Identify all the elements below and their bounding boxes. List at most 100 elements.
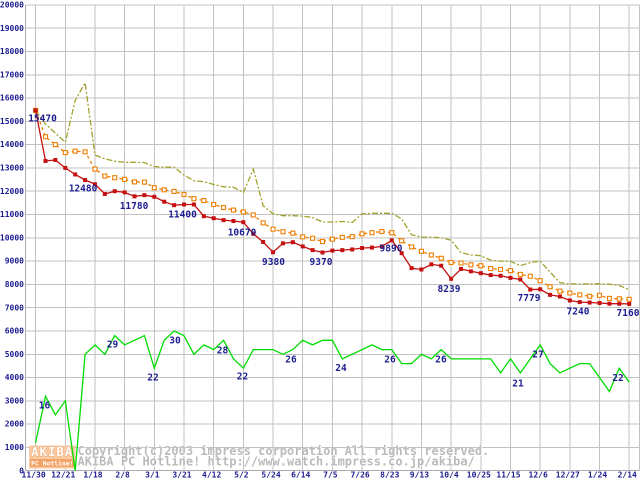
- lowest_price-marker: [369, 245, 374, 250]
- x-tick-label: 1/18: [83, 471, 102, 480]
- y-tick-label: 11000: [0, 210, 24, 219]
- lowest_price-marker: [63, 165, 68, 170]
- y-tick-label: 3000: [5, 396, 24, 405]
- average_price-marker: [399, 238, 405, 244]
- average_price-marker: [517, 271, 523, 277]
- lowest_price-marker: [152, 194, 157, 199]
- average_price-marker: [72, 148, 78, 154]
- average_price-marker: [310, 235, 316, 241]
- lowest_price-marker: [498, 273, 503, 278]
- average_price-marker: [270, 226, 276, 232]
- average_price-marker: [290, 230, 296, 236]
- count-label-22: 22: [237, 371, 248, 382]
- lowest_price-marker: [429, 262, 434, 267]
- x-tick-label: 5/2: [234, 471, 249, 480]
- average_price-marker: [606, 295, 612, 301]
- grid-lines: [24, 4, 640, 472]
- lowest_price-marker: [350, 247, 355, 252]
- lowest_price-marker: [92, 182, 97, 187]
- average_price-marker: [626, 296, 632, 302]
- lowest_price-marker: [419, 267, 424, 272]
- lowest_price-marker: [459, 267, 464, 272]
- count-label-16: 16: [39, 400, 51, 411]
- average_price-marker: [300, 234, 306, 240]
- y-axis-tick-labels: 0 1000 2000 3000 4000 5000 6000 7000 8000 9000 100…: [0, 1, 24, 476]
- x-tick-label: 12/6: [529, 471, 548, 480]
- lowest_price-marker: [557, 294, 562, 299]
- count-label-28: 28: [217, 345, 229, 356]
- lowest_price-marker: [43, 158, 48, 163]
- count-label-24: 24: [335, 363, 347, 374]
- average_price-marker: [448, 259, 454, 266]
- average_price-marker: [151, 185, 157, 191]
- lowest_price-marker: [320, 250, 325, 255]
- average_price-marker: [280, 229, 286, 235]
- lowest_price-marker: [300, 244, 305, 249]
- average_price-marker: [329, 236, 335, 242]
- x-tick-label: 10/4: [439, 471, 458, 480]
- lowest_price-marker: [290, 240, 295, 245]
- lowest_price-marker: [597, 301, 602, 306]
- akiba-logo-title: AKIBA: [31, 445, 73, 459]
- y-tick-label: 9000: [5, 257, 24, 266]
- y-tick-label: 12000: [0, 187, 24, 196]
- price-label-11780: 11780: [120, 201, 149, 212]
- lowest_price-marker: [191, 202, 196, 207]
- x-tick-label: 8/23: [380, 471, 399, 480]
- average_price-marker: [221, 204, 227, 211]
- lowest_price-marker: [211, 216, 216, 221]
- x-tick-label: 10/25: [467, 471, 491, 480]
- average_price-marker: [62, 150, 68, 156]
- y-tick-label: 19000: [0, 24, 24, 33]
- average_price-marker: [616, 296, 622, 302]
- x-tick-label: 11/30: [22, 471, 46, 480]
- lowest_price-marker: [607, 301, 612, 306]
- y-tick-label: 4000: [5, 373, 24, 382]
- average_price-marker: [171, 188, 177, 195]
- x-tick-label: 3/21: [172, 471, 191, 480]
- average_price-marker: [428, 252, 434, 258]
- count-label-26: 26: [384, 354, 396, 365]
- lowest_price-marker: [33, 108, 38, 113]
- count-label-26: 26: [285, 354, 297, 365]
- lowest_price-marker: [548, 292, 553, 297]
- copyright-line1: Copyright(c)2003 impress corporation All…: [78, 444, 490, 458]
- x-tick-label: 11/15: [496, 471, 520, 480]
- average_price-marker: [42, 134, 49, 140]
- y-tick-label: 10000: [0, 233, 24, 242]
- average_price-marker: [557, 288, 563, 294]
- y-tick-label: 8000: [5, 280, 24, 289]
- lowest_price-marker: [488, 273, 493, 278]
- x-tick-label: 6/14: [291, 471, 310, 480]
- count-label-22: 22: [147, 372, 158, 383]
- lowest_price-marker: [73, 172, 78, 177]
- lowest_price-marker: [310, 248, 315, 253]
- average_price-marker: [389, 230, 395, 236]
- average_price-marker: [240, 209, 246, 215]
- lowest_price-marker: [142, 193, 147, 198]
- average_price-marker: [141, 179, 147, 185]
- lowest_price-marker: [627, 301, 632, 306]
- y-tick-label: 7000: [5, 303, 24, 312]
- average_price-marker: [92, 166, 98, 172]
- lowest_price-marker: [379, 244, 384, 249]
- average_price-marker: [507, 268, 514, 274]
- average_price-marker: [319, 238, 326, 245]
- lowest_price-marker: [330, 248, 335, 253]
- price-label-7779: 7779: [518, 293, 541, 304]
- y-tick-label: 2000: [5, 420, 24, 429]
- lowest_price-marker: [449, 276, 454, 281]
- average_price-marker: [82, 149, 88, 155]
- average_price-marker: [577, 292, 583, 298]
- average_price-marker: [369, 230, 375, 236]
- series-highest_price-line: [35, 80, 630, 291]
- lowest_price-marker: [280, 241, 285, 246]
- lowest_price-marker: [389, 238, 394, 243]
- x-tick-label: 2/8: [115, 471, 130, 480]
- lowest_price-marker: [231, 219, 236, 224]
- average_price-marker: [596, 292, 603, 298]
- lowest_price-marker: [518, 277, 523, 282]
- count-label-21: 21: [512, 378, 524, 389]
- lowest_price-marker: [468, 269, 473, 274]
- y-tick-label: 6000: [5, 327, 24, 336]
